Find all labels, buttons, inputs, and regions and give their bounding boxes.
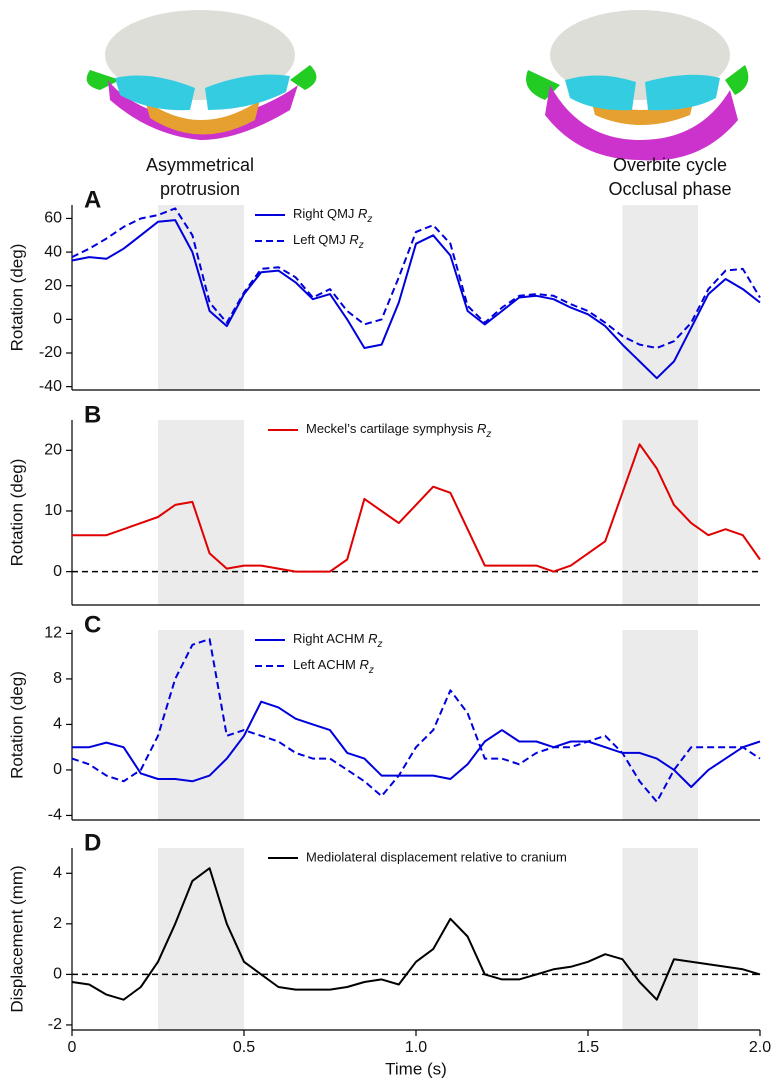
x-tick-label: 2.0	[749, 1039, 771, 1056]
legend-label: Right ACHM Rz	[293, 631, 383, 649]
y-tick-label: 4	[53, 716, 62, 733]
series-line	[71, 638, 761, 803]
panel-label: B	[84, 401, 101, 428]
legend-label: Left QMJ Rz	[293, 232, 364, 250]
y-axis-label: Rotation (deg)	[7, 459, 26, 567]
x-tick-label: 1.0	[405, 1039, 427, 1056]
legend-label: Mediolateral displacement relative to cr…	[306, 849, 567, 864]
series-line	[71, 207, 761, 349]
panel-label: D	[84, 829, 101, 856]
legend-label: Meckel’s cartilage symphysis Rz	[306, 421, 491, 439]
highlight-band	[622, 630, 699, 820]
y-tick-label: -4	[48, 807, 62, 824]
series-line	[71, 867, 761, 1001]
y-tick-label: 40	[44, 243, 62, 260]
series-line	[72, 700, 761, 788]
y-tick-label: 60	[44, 210, 62, 227]
y-tick-label: -20	[39, 344, 62, 361]
highlight-band	[158, 420, 244, 605]
y-tick-label: -40	[39, 378, 62, 395]
series-line	[71, 219, 761, 380]
y-tick-label: 0	[53, 761, 62, 778]
y-axis-label: Rotation (deg)	[7, 671, 26, 779]
illustration-left	[86, 10, 317, 140]
y-axis-label: Rotation (deg)	[7, 244, 26, 352]
y-tick-label: 20	[44, 277, 62, 294]
highlight-band	[158, 848, 244, 1030]
highlight-band	[622, 848, 699, 1030]
x-axis-label: Time (s)	[385, 1059, 447, 1078]
x-tick-label: 0.5	[233, 1039, 255, 1056]
series-line	[72, 443, 761, 573]
y-tick-label: 10	[44, 502, 62, 519]
y-tick-label: 20	[44, 442, 62, 459]
y-tick-label: 0	[53, 311, 62, 328]
caption: Overbite cycle	[613, 155, 727, 175]
x-tick-label: 1.5	[577, 1039, 599, 1056]
caption: Asymmetrical	[146, 155, 254, 175]
y-axis-label: Displacement (mm)	[7, 865, 26, 1012]
highlight-band	[622, 420, 699, 605]
caption: protrusion	[160, 179, 240, 199]
y-tick-label: 0	[53, 563, 62, 580]
illustration-right	[526, 10, 749, 161]
legend-label: Right QMJ Rz	[293, 206, 372, 224]
caption: Occlusal phase	[608, 179, 731, 199]
y-tick-label: 12	[44, 625, 62, 642]
y-tick-label: 8	[53, 670, 62, 687]
y-tick-label: 0	[53, 966, 62, 983]
panel-label: A	[84, 186, 101, 213]
highlight-band	[158, 205, 244, 390]
panel-label: C	[84, 611, 101, 638]
y-tick-label: 4	[53, 864, 62, 881]
y-tick-label: 2	[53, 915, 62, 932]
highlight-band	[158, 630, 244, 820]
x-tick-label: 0	[68, 1039, 77, 1056]
legend-label: Left ACHM Rz	[293, 657, 374, 675]
highlight-band	[622, 205, 699, 390]
y-tick-label: -2	[48, 1016, 62, 1033]
